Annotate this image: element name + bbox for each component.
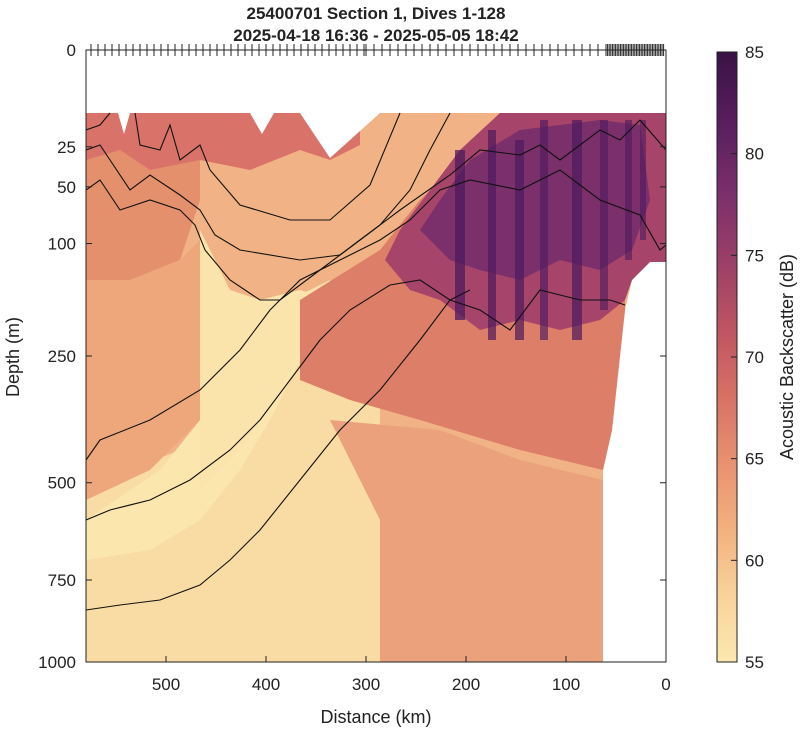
colorbar-tick-label: 75 bbox=[745, 246, 764, 265]
y-tick-label: 100 bbox=[48, 235, 76, 254]
contour-lines bbox=[86, 112, 666, 611]
data-field-surface-left bbox=[86, 113, 360, 170]
chart-subtitle: 2025-04-18 16:36 - 2025-05-05 18:42 bbox=[233, 26, 518, 45]
data-field-left-mid bbox=[86, 240, 200, 500]
vertical-streaks bbox=[455, 120, 646, 340]
colorbar-tick-label: 55 bbox=[745, 653, 764, 672]
x-tick-label: 200 bbox=[452, 675, 480, 694]
y-tick-label: 250 bbox=[48, 347, 76, 366]
colorbar-axis: 55 60 65 70 75 80 85 bbox=[731, 43, 764, 672]
x-axis-label: Distance (km) bbox=[320, 707, 431, 727]
y-tick-label: 1000 bbox=[38, 653, 76, 672]
y-tick-label: 0 bbox=[67, 41, 76, 60]
x-tick-label: 500 bbox=[152, 675, 180, 694]
colorbar-tick-label: 85 bbox=[745, 43, 764, 62]
data-field-upper-right-dark bbox=[420, 120, 650, 280]
x-axis: 500 400 300 200 100 0 bbox=[152, 656, 671, 694]
y-axis: 0 25 50 100 250 500 750 1000 bbox=[38, 41, 666, 672]
colorbar-tick-label: 70 bbox=[745, 348, 764, 367]
colorbar-label: Acoustic Backscatter (dB) bbox=[777, 254, 797, 460]
y-tick-label: 500 bbox=[48, 474, 76, 493]
colorbar-tick-label: 80 bbox=[745, 145, 764, 164]
x-tick-label: 100 bbox=[552, 675, 580, 694]
data-field-center-pale bbox=[200, 230, 330, 490]
dive-tick-marks bbox=[90, 44, 665, 56]
colorbar-tick-label: 60 bbox=[745, 551, 764, 570]
colorbar-tick-label: 65 bbox=[745, 450, 764, 469]
y-axis-label: Depth (m) bbox=[3, 317, 23, 397]
y-tick-label: 50 bbox=[57, 178, 76, 197]
y-tick-label: 25 bbox=[57, 138, 76, 157]
plot-area bbox=[86, 113, 666, 662]
data-field-right-deep bbox=[330, 420, 603, 662]
chart-title: 25400701 Section 1, Dives 1-128 bbox=[247, 4, 506, 23]
x-tick-label: 0 bbox=[661, 675, 670, 694]
y-tick-label: 750 bbox=[48, 571, 76, 590]
surface-gaps bbox=[118, 113, 380, 158]
x-tick-label: 400 bbox=[252, 675, 280, 694]
x-tick-label: 300 bbox=[352, 675, 380, 694]
